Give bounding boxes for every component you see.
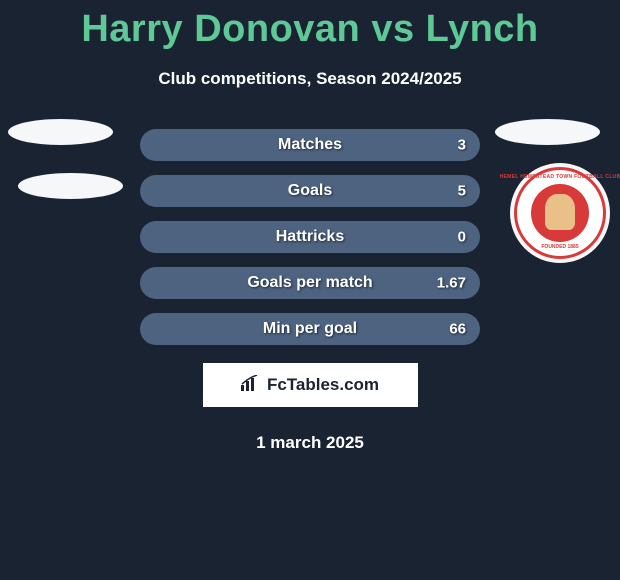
stat-label: Goals per match: [247, 274, 372, 292]
stat-row-hattricks: Hattricks 0: [140, 221, 480, 253]
badge-text-bottom: FOUNDED 1885: [541, 244, 578, 250]
stat-row-goals-per-match: Goals per match 1.67: [140, 267, 480, 299]
stats-area: HEMEL HEMPSTEAD TOWN FOOTBALL CLUB FOUND…: [0, 129, 620, 453]
player-photo-placeholder-1: [8, 119, 113, 145]
page-title: Harry Donovan vs Lynch: [0, 0, 620, 51]
subtitle: Club competitions, Season 2024/2025: [0, 69, 620, 89]
stat-row-matches: Matches 3: [140, 129, 480, 161]
stat-label: Hattricks: [276, 228, 344, 246]
badge-text-top: HEMEL HEMPSTEAD TOWN FOOTBALL CLUB: [500, 174, 620, 180]
badge-inner: [531, 184, 589, 242]
chart-icon: [241, 375, 261, 396]
stat-value: 3: [458, 137, 466, 154]
stat-row-min-per-goal: Min per goal 66: [140, 313, 480, 345]
badge-figure: [545, 194, 575, 230]
stat-row-goals: Goals 5: [140, 175, 480, 207]
stat-value: 5: [458, 183, 466, 200]
stat-value: 0: [458, 229, 466, 246]
club-badge-placeholder-top: [495, 119, 600, 145]
stat-label: Min per goal: [263, 320, 357, 338]
stat-value: 1.67: [437, 275, 466, 292]
stat-label: Matches: [278, 136, 342, 154]
player-photo-placeholder-2: [18, 173, 123, 199]
stat-label: Goals: [288, 182, 332, 200]
site-logo[interactable]: FcTables.com: [203, 363, 418, 407]
stat-value: 66: [449, 321, 466, 338]
date-text: 1 march 2025: [0, 433, 620, 453]
club-badge: HEMEL HEMPSTEAD TOWN FOOTBALL CLUB FOUND…: [510, 163, 610, 263]
badge-ring: HEMEL HEMPSTEAD TOWN FOOTBALL CLUB FOUND…: [514, 167, 606, 259]
logo-text: FcTables.com: [267, 375, 379, 395]
